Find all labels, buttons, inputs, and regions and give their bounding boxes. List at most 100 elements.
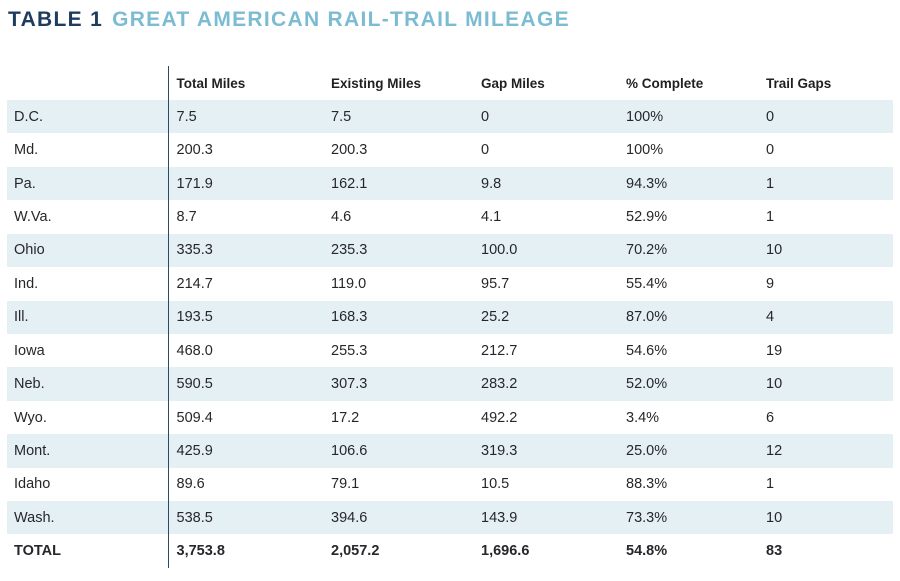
cell: 212.7 bbox=[481, 342, 518, 359]
cell: 162.1 bbox=[331, 175, 368, 192]
row-label: Pa. bbox=[14, 175, 36, 192]
cell: 25.0% bbox=[626, 442, 668, 459]
table-row: Wyo. 509.4 17.2 492.2 3.4% 6 bbox=[7, 400, 893, 435]
cell: 193.5 bbox=[167, 300, 323, 334]
cell: 394.6 bbox=[331, 509, 368, 526]
rail-trail-mileage-table: Total Miles Existing Miles Gap Miles % C… bbox=[7, 66, 893, 568]
cell: 9.8 bbox=[481, 175, 502, 192]
cell: 0 bbox=[766, 108, 775, 125]
cell: 106.6 bbox=[331, 442, 368, 459]
cell: 70.2% bbox=[626, 242, 668, 259]
cell: 94.3% bbox=[626, 175, 668, 192]
row-label: Ohio bbox=[14, 242, 45, 259]
cell: 468.0 bbox=[167, 333, 323, 368]
row-label: D.C. bbox=[14, 108, 43, 125]
cell: 73.3% bbox=[626, 509, 668, 526]
table-row: Wash. 538.5 394.6 143.9 73.3% 10 bbox=[7, 501, 893, 535]
column-header-existing-miles: Existing Miles bbox=[331, 75, 422, 91]
cell: 590.5 bbox=[167, 367, 323, 401]
total-row: TOTAL 3,753.8 2,057.2 1,696.6 54.8% 83 bbox=[7, 534, 893, 568]
cell: 200.3 bbox=[167, 133, 323, 167]
table-number-label: TABLE 1 bbox=[8, 8, 104, 31]
table-row: Ill. 193.5 168.3 25.2 87.0% 4 bbox=[7, 300, 893, 334]
cell: 143.9 bbox=[481, 509, 518, 526]
row-label-header bbox=[7, 66, 168, 100]
cell: 235.3 bbox=[331, 242, 368, 259]
cell: 492.2 bbox=[481, 409, 518, 426]
column-header-gap-miles: Gap Miles bbox=[481, 75, 545, 91]
cell: 9 bbox=[766, 275, 775, 292]
cell: 100% bbox=[626, 142, 664, 159]
table-body: D.C. 7.5 7.5 0 100% 0 Md. 200.3 200.3 0 100% 0 Pa. 17… bbox=[7, 100, 893, 568]
cell: 2,057.2 bbox=[331, 543, 380, 560]
row-label: Iowa bbox=[14, 342, 45, 359]
table-row: Neb. 590.5 307.3 283.2 52.0% 10 bbox=[7, 367, 893, 401]
cell: 95.7 bbox=[481, 275, 510, 292]
column-header-trail-gaps: Trail Gaps bbox=[766, 75, 832, 91]
row-label: Ind. bbox=[14, 275, 39, 292]
cell: 283.2 bbox=[481, 376, 518, 393]
table-row: W.Va. 8.7 4.6 4.1 52.9% 1 bbox=[7, 200, 893, 234]
cell: 119.0 bbox=[331, 275, 367, 292]
column-header-total-miles: Total Miles bbox=[167, 66, 323, 100]
cell: 89.6 bbox=[167, 467, 323, 502]
row-label: Idaho bbox=[14, 476, 51, 493]
table-title: GREAT AMERICAN RAIL-TRAIL MILEAGE bbox=[112, 8, 570, 31]
cell: 12 bbox=[766, 442, 783, 459]
cell: 307.3 bbox=[331, 376, 368, 393]
cell: 17.2 bbox=[331, 409, 360, 426]
cell: 214.7 bbox=[167, 267, 323, 301]
row-label: TOTAL bbox=[14, 543, 61, 560]
table-row: Idaho 89.6 79.1 10.5 88.3% 1 bbox=[7, 467, 893, 502]
cell: 7.5 bbox=[331, 108, 352, 125]
row-label: Ill. bbox=[14, 309, 29, 326]
cell: 200.3 bbox=[331, 142, 368, 159]
cell: 1 bbox=[766, 476, 775, 493]
cell: 3,753.8 bbox=[167, 534, 323, 568]
row-label: Md. bbox=[14, 142, 39, 159]
cell: 79.1 bbox=[331, 476, 360, 493]
cell: 10 bbox=[766, 376, 783, 393]
row-label: Mont. bbox=[14, 442, 51, 459]
table-row: Ohio 335.3 235.3 100.0 70.2% 10 bbox=[7, 233, 893, 268]
cell: 19 bbox=[766, 342, 783, 359]
cell: 7.5 bbox=[167, 100, 323, 134]
table-row: Md. 200.3 200.3 0 100% 0 bbox=[7, 133, 893, 167]
cell: 171.9 bbox=[167, 166, 323, 201]
cell: 168.3 bbox=[331, 309, 368, 326]
cell: 25.2 bbox=[481, 309, 510, 326]
table-header: Total Miles Existing Miles Gap Miles % C… bbox=[7, 66, 893, 100]
cell: 1 bbox=[766, 208, 775, 225]
cell: 54.6% bbox=[626, 342, 668, 359]
table-row: Pa. 171.9 162.1 9.8 94.3% 1 bbox=[7, 166, 893, 201]
cell: 100.0 bbox=[481, 242, 518, 259]
cell: 54.8% bbox=[626, 543, 668, 560]
table-row: Ind. 214.7 119.0 95.7 55.4% 9 bbox=[7, 267, 893, 301]
cell: 509.4 bbox=[167, 400, 323, 435]
cell: 10.5 bbox=[481, 476, 510, 493]
cell: 0 bbox=[766, 142, 775, 159]
cell: 4 bbox=[766, 309, 775, 326]
cell: 83 bbox=[766, 543, 783, 560]
cell: 0 bbox=[481, 142, 490, 159]
row-label: Wash. bbox=[14, 509, 55, 526]
cell: 8.7 bbox=[167, 200, 323, 234]
cell: 4.1 bbox=[481, 208, 502, 225]
table-row: D.C. 7.5 7.5 0 100% 0 bbox=[7, 100, 893, 134]
cell: 335.3 bbox=[167, 233, 323, 268]
table-row: Mont. 425.9 106.6 319.3 25.0% 12 bbox=[7, 434, 893, 468]
row-label: Wyo. bbox=[14, 409, 47, 426]
cell: 10 bbox=[766, 509, 783, 526]
cell: 10 bbox=[766, 242, 783, 259]
column-header-pct-complete: % Complete bbox=[626, 75, 704, 91]
cell: 319.3 bbox=[481, 442, 518, 459]
cell: 0 bbox=[481, 108, 490, 125]
cell: 3.4% bbox=[626, 409, 660, 426]
cell: 87.0% bbox=[626, 309, 668, 326]
cell: 55.4% bbox=[626, 275, 668, 292]
cell: 88.3% bbox=[626, 476, 668, 493]
cell: 52.0% bbox=[626, 376, 668, 393]
cell: 4.6 bbox=[331, 208, 352, 225]
row-label: Neb. bbox=[14, 376, 45, 393]
page-title: TABLE 1 GREAT AMERICAN RAIL-TRAIL MILEAGE bbox=[8, 8, 570, 32]
